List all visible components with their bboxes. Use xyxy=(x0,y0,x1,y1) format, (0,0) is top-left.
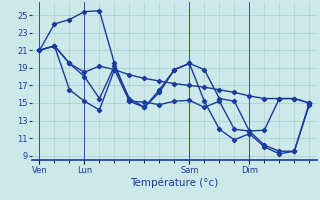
X-axis label: Température (°c): Température (°c) xyxy=(130,177,219,188)
